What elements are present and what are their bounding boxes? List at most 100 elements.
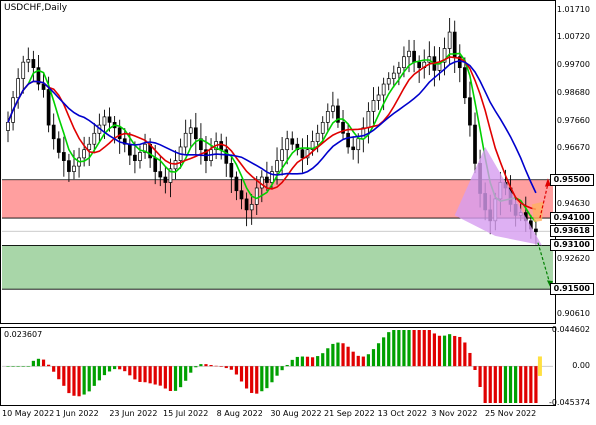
ao-bar <box>336 342 340 367</box>
candle-body <box>82 149 86 159</box>
candle-body <box>193 127 198 140</box>
candle-body <box>300 149 305 159</box>
main-plot-frame <box>0 0 556 324</box>
ao-bar <box>214 365 218 367</box>
candle-body <box>391 72 396 79</box>
candle-body <box>163 176 168 183</box>
candle-body <box>351 146 356 151</box>
ao-bar <box>6 366 10 367</box>
candle-body <box>381 83 386 96</box>
candle-body <box>341 121 345 134</box>
ao-bar <box>341 343 345 367</box>
ao-bar <box>244 366 249 389</box>
candle-body <box>285 138 290 151</box>
ao-bar <box>448 334 452 367</box>
candle-body <box>107 116 112 123</box>
candle-body <box>442 48 447 63</box>
ao-bar <box>361 356 365 367</box>
candle-body <box>386 78 391 85</box>
time-label: 23 Jun 2022 <box>109 409 158 418</box>
candle-body <box>16 78 21 99</box>
time-label: 10 May 2022 <box>2 409 55 418</box>
candle-body <box>138 152 142 161</box>
ao-bar <box>453 335 457 367</box>
candle-body <box>41 83 46 90</box>
ao-bar <box>31 360 35 367</box>
candle-body <box>67 160 71 172</box>
ao-bar <box>412 330 416 367</box>
candle-body <box>133 154 137 161</box>
ao-bar <box>199 364 203 367</box>
ao-bar <box>498 366 502 403</box>
ao-bar <box>47 364 51 367</box>
candle-body <box>21 61 26 79</box>
candle-body <box>46 89 51 126</box>
ao-bar <box>26 366 30 367</box>
indicator-axis-label: -0.045374 <box>548 398 590 407</box>
ao-bar <box>148 366 152 384</box>
ao-bar <box>382 337 386 367</box>
candle-body <box>56 138 61 153</box>
price-level-tag: 0.94100 <box>549 212 594 225</box>
candle-body <box>153 157 158 172</box>
candle-body <box>397 67 401 74</box>
candle-body <box>336 105 340 123</box>
ma-slow-line <box>7 60 537 194</box>
ao-bar <box>97 366 101 381</box>
ao-bar <box>280 366 284 371</box>
candle-body <box>127 143 132 156</box>
candle-body <box>224 149 229 164</box>
candle-body <box>239 190 244 200</box>
time-label: 1 Jun 2022 <box>55 409 99 418</box>
ao-bar <box>77 366 81 397</box>
candle-body <box>290 138 295 145</box>
candle-body <box>402 56 406 68</box>
awesome-oscillator-layer <box>2 330 553 403</box>
candle-body <box>117 127 122 140</box>
ao-bar <box>508 366 513 403</box>
ao-bar <box>351 351 355 367</box>
ao-bar <box>87 366 91 392</box>
ao-bar <box>524 366 528 403</box>
candle-body <box>234 176 239 192</box>
time-label: 30 Aug 2022 <box>270 409 322 418</box>
ao-bar <box>463 342 467 367</box>
ao-bar <box>321 353 325 367</box>
ao-bar <box>285 364 289 367</box>
ao-bar <box>107 366 112 372</box>
candle-body <box>72 165 76 172</box>
ao-bar <box>427 330 431 367</box>
ao-bar <box>534 366 538 403</box>
down-projection-line <box>537 242 551 284</box>
indicator-axis-label: 0.00 <box>572 361 590 371</box>
ao-bar <box>92 366 96 386</box>
ao-bar <box>300 356 305 367</box>
ao-bar <box>113 366 117 370</box>
candle-body <box>219 141 224 151</box>
ao-bar <box>204 364 208 367</box>
candle-body <box>6 121 10 131</box>
time-label: 21 Sep 2022 <box>324 409 375 418</box>
ao-bar <box>168 366 173 392</box>
ao-bar <box>356 355 360 367</box>
candle-body <box>310 141 315 151</box>
candle-body <box>463 67 467 99</box>
ao-bar <box>62 366 66 386</box>
ao-bar <box>437 335 442 367</box>
ao-bar <box>376 343 381 367</box>
ao-bar <box>290 359 294 367</box>
ao-bar <box>305 356 310 367</box>
ao-bar <box>239 366 244 382</box>
ao-bar <box>265 366 269 389</box>
ao-bar <box>36 358 41 367</box>
candle-body <box>534 228 538 233</box>
ao-bar <box>133 366 137 380</box>
up-projection-line <box>539 183 549 219</box>
candle-body <box>376 94 381 101</box>
ao-bar <box>57 366 61 380</box>
ao-bar <box>173 366 178 391</box>
price-label: 0.98680 <box>556 87 590 97</box>
candle-body <box>92 132 97 145</box>
